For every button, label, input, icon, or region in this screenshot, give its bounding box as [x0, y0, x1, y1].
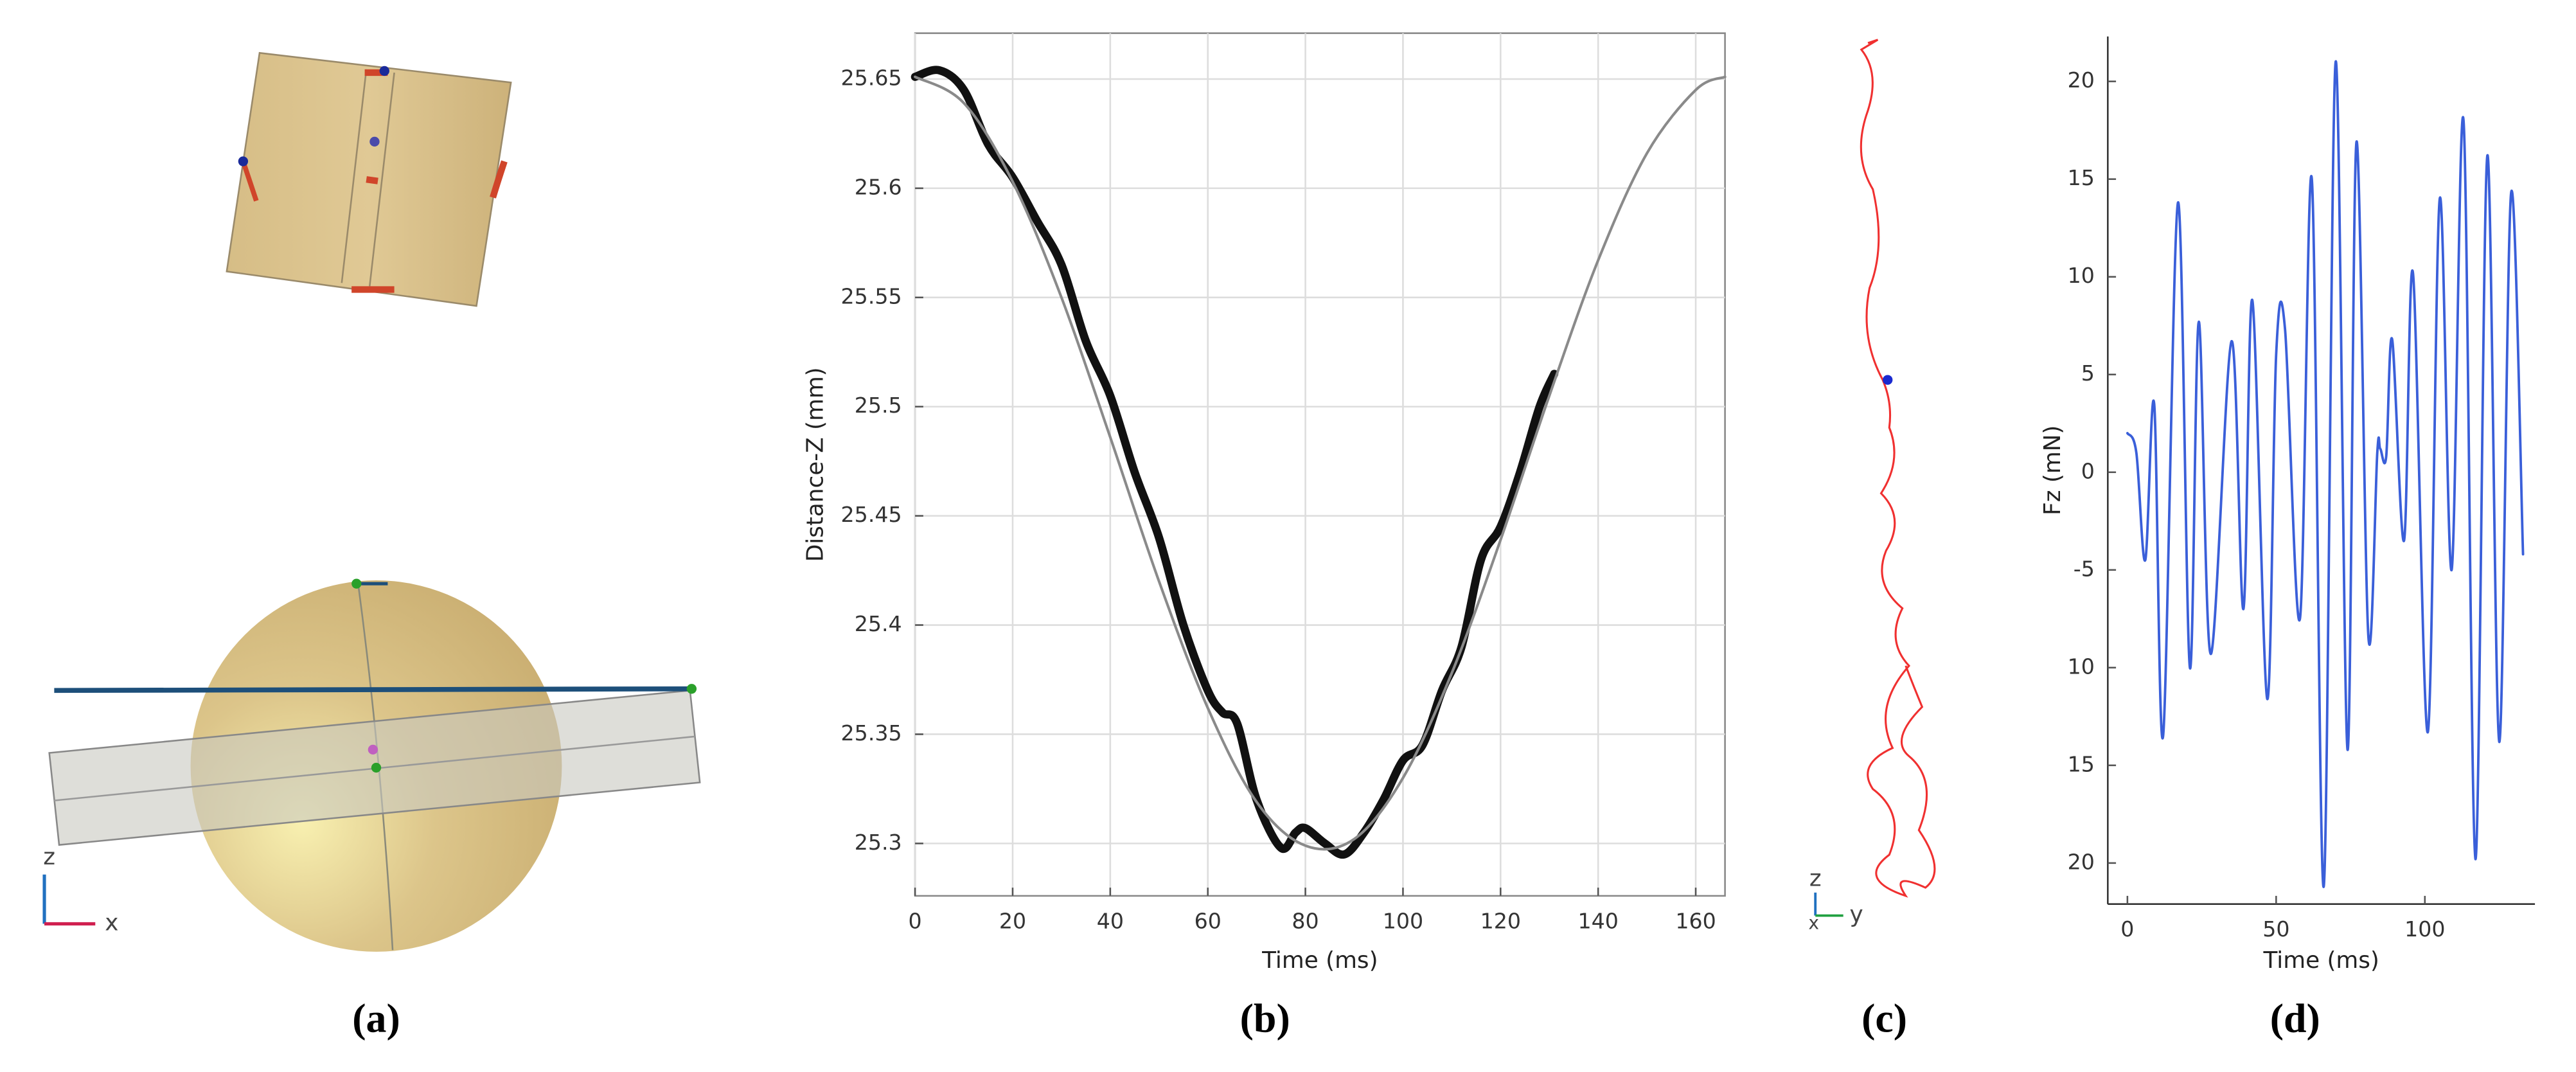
- axis-label: y: [1850, 902, 1863, 928]
- illustration-a: z x: [42, 51, 701, 952]
- dot: [351, 578, 362, 589]
- plate-line: [341, 69, 368, 283]
- x-tick-label: 120: [1480, 908, 1521, 933]
- y-tick-label: 0: [2081, 458, 2095, 483]
- y-axis-title: Distance-Z (mm): [803, 367, 829, 562]
- plot-frame: [914, 32, 1726, 897]
- dot: [368, 744, 378, 755]
- x-tick-label: 0: [2120, 916, 2134, 942]
- trace: [490, 160, 508, 199]
- y-tick-label: 5: [2081, 361, 2095, 386]
- dot: [379, 66, 389, 76]
- y-tick-label: 10: [2068, 263, 2095, 288]
- dot: [686, 684, 697, 694]
- dot: [238, 156, 249, 166]
- blue-line: [54, 686, 692, 693]
- panel-label: (b): [1240, 995, 1290, 1041]
- y-tick-label: 25.55: [841, 283, 902, 308]
- x-tick-label: 60: [1195, 908, 1221, 933]
- x-axis-title: Time (ms): [1261, 947, 1378, 974]
- x-tick-label: 0: [909, 908, 922, 933]
- y-tick-label: 25.65: [841, 65, 902, 90]
- axis-label: z: [43, 844, 55, 870]
- dot: [371, 762, 382, 773]
- trace: [366, 176, 378, 184]
- plate-line: [369, 72, 395, 287]
- x-tick-label: 50: [2262, 916, 2289, 942]
- dot: [369, 136, 380, 147]
- axis-label: z: [1809, 865, 1822, 891]
- illustration-c: z y x: [1808, 39, 1936, 933]
- x-tick-label: 140: [1577, 908, 1618, 933]
- y-tick-label: 20: [2068, 849, 2095, 874]
- panel-label: (d): [2270, 995, 2320, 1041]
- y-axis-title: Fz (mN): [2039, 425, 2066, 515]
- x-tick-label: 160: [1675, 908, 1716, 933]
- trajectory: [1860, 39, 1936, 898]
- data-line: [2126, 60, 2525, 888]
- x-tick-label: 100: [1383, 908, 1423, 933]
- y-tick-label: 25.3: [855, 830, 902, 855]
- x-tick-label: 40: [1097, 908, 1124, 933]
- data-line: [914, 75, 1727, 851]
- y-tick-label: 25.5: [855, 393, 902, 418]
- y-tick-label: 25.6: [855, 174, 902, 199]
- y-tick-label: 15: [2068, 751, 2095, 776]
- x-tick-label: 80: [1292, 908, 1319, 933]
- panel-label: (c): [1861, 995, 1907, 1041]
- axis-label: x: [105, 909, 118, 936]
- x-tick-label: 20: [999, 908, 1026, 933]
- x-tick-label: 100: [2404, 916, 2445, 942]
- y-tick-label: -5: [2074, 556, 2095, 581]
- y-tick-label: 20: [2068, 67, 2095, 93]
- panel-label: (a): [352, 995, 400, 1041]
- axis-label: x: [1808, 912, 1819, 933]
- y-tick-label: 10: [2068, 654, 2095, 679]
- y-tick-label: 25.35: [841, 720, 902, 746]
- y-tick-label: 25.4: [855, 611, 902, 636]
- y-tick-label: 15: [2068, 165, 2095, 190]
- x-axis-title: Time (ms): [2263, 947, 2379, 974]
- y-tick-label: 25.45: [841, 502, 902, 527]
- dot: [1883, 375, 1893, 385]
